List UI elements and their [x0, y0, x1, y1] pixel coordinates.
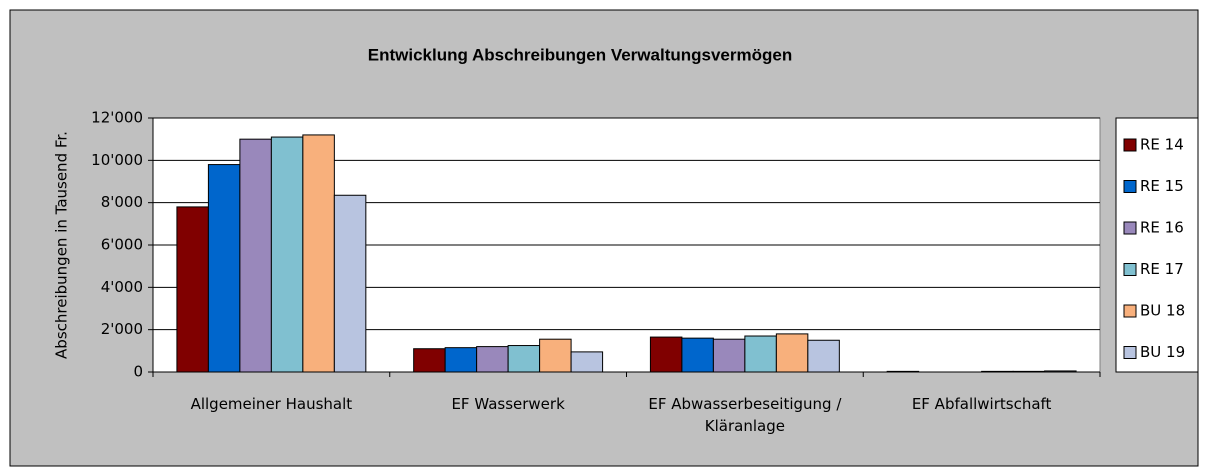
- legend: [1115, 117, 1199, 373]
- x-tick-label: Allgemeiner Haushalt: [190, 395, 353, 413]
- chart-title: Entwicklung Abschreibungen Verwaltungsve…: [368, 45, 792, 64]
- bar: [444, 347, 478, 373]
- legend-label: RE 17: [1140, 260, 1184, 278]
- legend-swatch: [1123, 304, 1137, 318]
- bar: [270, 136, 304, 373]
- bar: [744, 335, 777, 373]
- bar: [302, 134, 335, 373]
- bar: [413, 348, 446, 373]
- bar: [476, 346, 509, 373]
- legend-label: RE 15: [1140, 177, 1184, 195]
- bar: [333, 194, 367, 373]
- legend-swatch: [1123, 221, 1137, 235]
- y-tick-label: 6'000: [101, 236, 143, 254]
- x-tick-label: EF Abwasserbeseitigung / Kläranlage: [648, 395, 842, 435]
- bar: [539, 338, 572, 373]
- bar: [775, 333, 809, 373]
- bar: [712, 338, 746, 373]
- bar: [507, 345, 541, 373]
- legend-label: BU 19: [1140, 343, 1185, 361]
- bar: [681, 337, 714, 373]
- legend-swatch: [1123, 138, 1137, 152]
- bar: [570, 351, 604, 373]
- x-tick-label: EF Wasserwerk: [451, 395, 565, 413]
- legend-swatch: [1123, 180, 1137, 193]
- bar: [807, 339, 840, 373]
- legend-label: RE 14: [1140, 136, 1184, 154]
- x-tick-label: EF Abfallwirtschaft: [911, 395, 1052, 413]
- bar: [207, 164, 241, 373]
- y-tick-label: 10'000: [91, 151, 143, 169]
- y-tick-label: 0: [133, 363, 143, 381]
- y-tick-label: 12'000: [91, 109, 143, 127]
- bar: [649, 336, 683, 373]
- legend-label: RE 16: [1140, 219, 1184, 237]
- bar: [176, 206, 209, 373]
- legend-label: BU 18: [1140, 302, 1185, 320]
- y-tick-label: 4'000: [101, 278, 143, 296]
- bar: [239, 138, 272, 373]
- legend-swatch: [1123, 346, 1137, 359]
- y-tick-label: 2'000: [101, 320, 143, 338]
- y-tick-label: 8'000: [101, 193, 143, 211]
- y-axis-label: Abschreibungen in Tausend Fr.: [53, 131, 71, 359]
- legend-swatch: [1123, 263, 1137, 276]
